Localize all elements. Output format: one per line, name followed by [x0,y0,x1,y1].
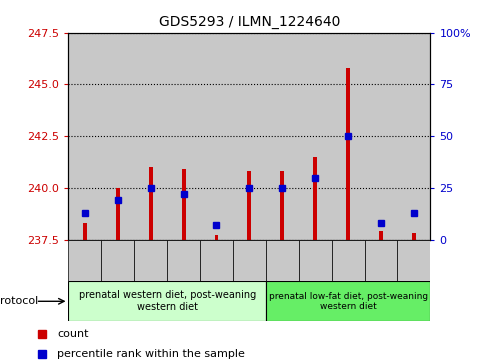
Bar [313,157,317,240]
Bar [116,188,120,240]
Bar [232,240,265,281]
Bar [397,33,429,240]
Bar [346,68,349,240]
Bar [280,171,284,240]
Bar [265,281,429,321]
Bar [298,33,331,240]
Bar [298,240,331,281]
Bar [364,33,397,240]
Bar [232,33,265,240]
Bar [68,240,101,281]
Bar [167,33,200,240]
Text: protocol: protocol [0,296,38,306]
Bar [378,231,382,240]
Bar [134,33,167,240]
Bar [331,33,364,240]
Bar [247,171,251,240]
Bar [68,281,265,321]
Bar [331,240,364,281]
Bar [397,240,429,281]
Bar [68,33,101,240]
Bar [101,33,134,240]
Bar [134,240,167,281]
Text: prenatal low-fat diet, post-weaning
western diet: prenatal low-fat diet, post-weaning west… [268,291,427,311]
Text: count: count [57,329,89,339]
Bar [148,167,152,240]
Text: prenatal western diet, post-weaning
western diet: prenatal western diet, post-weaning west… [79,290,255,312]
Text: percentile rank within the sample: percentile rank within the sample [57,349,244,359]
Bar [181,169,185,240]
Bar [167,240,200,281]
Bar [200,240,232,281]
Bar [265,33,298,240]
Bar [214,236,218,240]
Title: GDS5293 / ILMN_1224640: GDS5293 / ILMN_1224640 [159,15,339,29]
Bar [364,240,397,281]
Bar [83,223,87,240]
Bar [200,33,232,240]
Bar [101,240,134,281]
Bar [411,233,415,240]
Bar [265,240,298,281]
